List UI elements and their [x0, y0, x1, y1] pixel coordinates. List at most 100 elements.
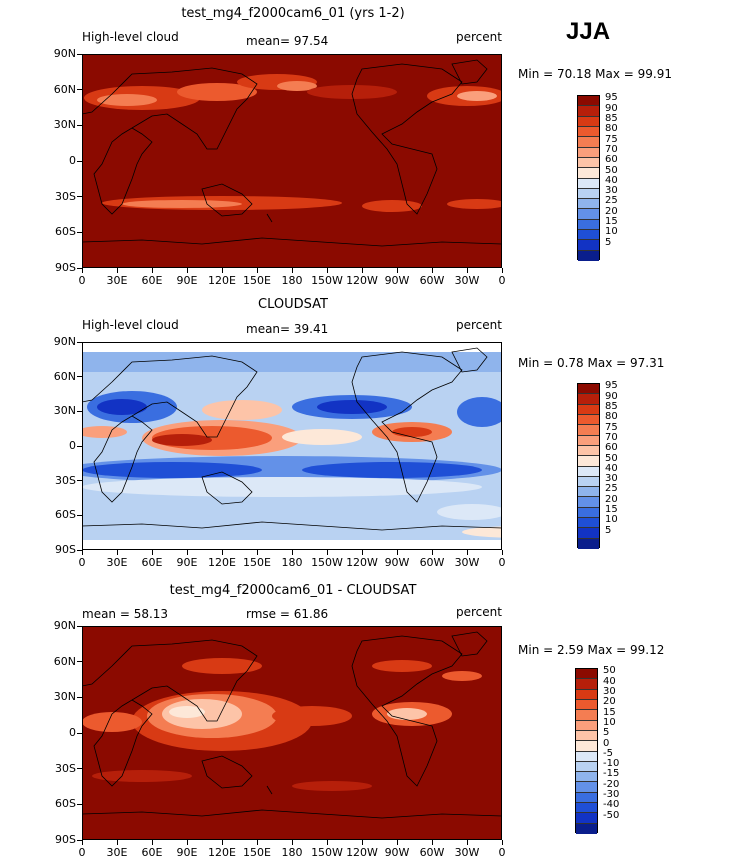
panel3-ytick-mark	[77, 732, 82, 734]
colorbar-level-label: 15	[605, 504, 618, 516]
panel1-xtick-label: 30E	[106, 274, 128, 287]
panel1-xtick-mark	[221, 268, 223, 273]
panel2-xtick-label: 30W	[454, 556, 480, 569]
panel3-ytick-mark	[77, 625, 82, 627]
colorbar-level-label: 80	[605, 123, 618, 135]
panel3-xtick-label: 180	[281, 846, 303, 859]
colorbar-level-label: 40	[603, 675, 616, 687]
colorbar-swatch	[578, 456, 599, 467]
colorbar-swatch	[576, 710, 597, 721]
panel3-minmax: Min = 2.59 Max = 99.12	[518, 643, 665, 657]
colorbar-swatch	[578, 414, 599, 426]
colorbar-level-label: -5	[603, 747, 613, 759]
colorbar-swatch	[576, 792, 597, 804]
panel1-xtick-label: 120E	[208, 274, 236, 287]
panel2-ytick-mark	[77, 549, 82, 551]
panel1-xtick-label: 120W	[346, 274, 378, 287]
panel2-ytick-label: 60N	[53, 369, 76, 383]
panel1-ytick-label: 30S	[55, 189, 76, 203]
panel2-ytick-label: 90N	[53, 335, 76, 348]
panel3-xtick-mark	[501, 840, 503, 845]
panel2-xtick-mark	[221, 550, 223, 555]
panel2-xtick-label: 180	[281, 556, 303, 569]
panel2-xtick-label: 60E	[141, 556, 163, 569]
panel2-xtick-mark	[186, 550, 188, 555]
colorbar-swatch	[576, 689, 597, 700]
panel1-xtick-label: 90E	[176, 274, 198, 287]
panel3-ytick-label: 90S	[55, 833, 76, 846]
panel2-ytick-label: 30N	[53, 404, 76, 418]
colorbar-level-label: 5	[605, 524, 612, 536]
panel1-xtick-label: 60W	[419, 274, 445, 287]
panel1-xtick-mark	[186, 268, 188, 273]
panel2-xtick-label: 120E	[208, 556, 236, 569]
panel2-units: percent	[456, 318, 502, 332]
panel2-xtick-mark	[361, 550, 363, 555]
colorbar-swatch	[578, 240, 599, 251]
panel3-map	[82, 626, 502, 840]
panel2-colorbar	[577, 383, 600, 549]
colorbar-swatch	[578, 219, 599, 231]
panel1-ytick-mark	[77, 160, 82, 162]
panel2-ytick-mark	[77, 514, 82, 516]
panel1-xtick-label: 0	[498, 274, 506, 287]
panel3-xtick-mark	[396, 840, 398, 845]
panel2-xtick-label: 150W	[311, 556, 343, 569]
colorbar-level-label: 50	[605, 164, 618, 176]
colorbar-swatch	[578, 199, 599, 210]
panel1-xtick-mark	[256, 268, 258, 273]
panel1-xtick-mark	[116, 268, 118, 273]
colorbar-level-label: 85	[605, 112, 618, 124]
panel3-xtick-label: 90E	[176, 846, 198, 859]
panel3-xtick-mark	[186, 840, 188, 845]
colorbar-swatch	[576, 679, 597, 690]
colorbar-level-label: 15	[605, 216, 618, 228]
colorbar-swatch	[578, 425, 599, 436]
colorbar-level-label: 50	[605, 452, 618, 464]
colorbar-swatch	[578, 137, 599, 148]
colorbar-level-label: 5	[605, 236, 612, 248]
colorbar-swatch	[576, 730, 597, 742]
panel1-xtick-label: 180	[281, 274, 303, 287]
panel2-ytick-mark	[77, 341, 82, 343]
colorbar-level-label: -40	[603, 799, 620, 811]
colorbar-level-label: 10	[605, 226, 618, 238]
panel1-xtick-mark	[396, 268, 398, 273]
panel1-ytick-label: 60N	[53, 82, 76, 96]
panel2-xtick-mark	[151, 550, 153, 555]
panel2-ytick-label: 90S	[55, 543, 76, 556]
colorbar-level-label: 30	[605, 185, 618, 197]
panel1-xtick-mark	[81, 268, 83, 273]
panel1-ytick-label: 90S	[55, 261, 76, 274]
colorbar-swatch	[576, 669, 597, 680]
panel2-ytick-mark	[77, 376, 82, 378]
colorbar-swatch	[578, 178, 599, 189]
panel3-xtick-mark	[151, 840, 153, 845]
panel3-units: percent	[456, 605, 502, 619]
panel3-frame	[82, 626, 502, 840]
colorbar-level-label: 10	[603, 716, 616, 728]
colorbar-swatch	[578, 384, 599, 395]
colorbar-level-label: 30	[603, 685, 616, 697]
panel1-ytick-label: 30N	[53, 118, 76, 132]
panel3-rmse: rmse = 61.86	[246, 607, 329, 621]
colorbar-swatch	[576, 699, 597, 711]
panel3-xtick-label: 60E	[141, 846, 163, 859]
panel3-ytick-label: 30S	[55, 761, 76, 775]
season-label: JJA	[566, 18, 611, 45]
panel2-xtick-label: 90E	[176, 556, 198, 569]
colorbar-level-label: 90	[605, 390, 618, 402]
colorbar-level-label: 25	[605, 483, 618, 495]
colorbar-level-label: -10	[603, 758, 620, 770]
colorbar-swatch	[578, 528, 599, 539]
panel3-xtick-label: 0	[78, 846, 86, 859]
panel3-ytick-mark	[77, 768, 82, 770]
colorbar-swatch	[578, 487, 599, 498]
panel3-xtick-label: 120W	[346, 846, 378, 859]
panel2-xtick-mark	[466, 550, 468, 555]
colorbar-level-label: 85	[605, 400, 618, 412]
colorbar-level-label: 15	[603, 706, 616, 718]
panel2-coastlines	[82, 347, 502, 531]
panel2-xtick-label: 90W	[384, 556, 410, 569]
colorbar-level-label: 75	[605, 421, 618, 433]
